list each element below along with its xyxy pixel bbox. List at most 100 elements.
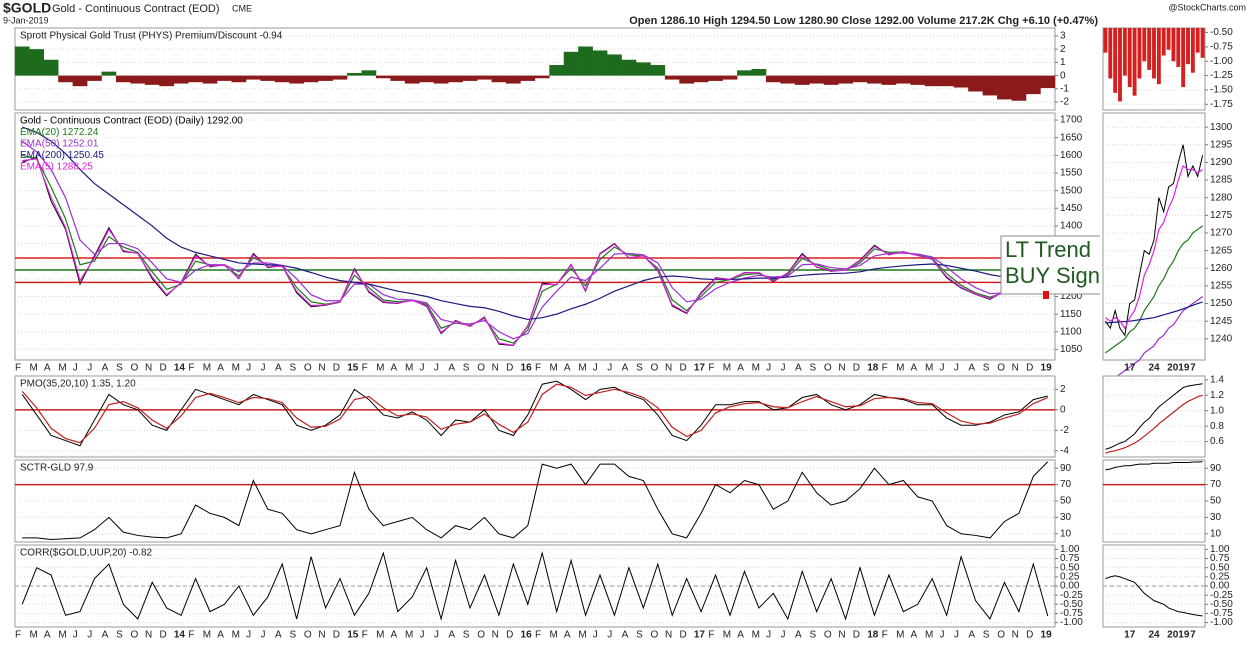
x-tick-label: J [87, 630, 92, 641]
bar [173, 75, 189, 84]
x-tick-label: M [723, 363, 731, 374]
x-tick-label: M [376, 630, 384, 641]
x-tick-label: M [58, 363, 66, 374]
x-tick-label: N [1012, 630, 1019, 641]
bar [101, 71, 117, 76]
x-tick-label: M [232, 630, 240, 641]
y-tick-label: 0 [1060, 70, 1066, 81]
x-tick-label: M [752, 363, 760, 374]
x-tick-label: 16 [521, 630, 533, 641]
bar [838, 75, 853, 84]
bar [881, 75, 897, 85]
x-tick-label: F [882, 363, 888, 374]
bar [115, 75, 131, 83]
x-tick-label: J [246, 363, 251, 374]
bar [1132, 28, 1137, 96]
x-tick-label: D [853, 363, 860, 374]
x-tick-label: J [781, 630, 786, 641]
x-tick-label: J [73, 630, 78, 641]
bar [1152, 28, 1156, 79]
x-tick-label: A [795, 363, 802, 374]
x-tick-label: N [838, 363, 845, 374]
x-tick-label: 7 [1190, 363, 1196, 374]
y-tick-label: 0.00 [1060, 581, 1080, 592]
x-tick-label: J [246, 630, 251, 641]
series-line [1105, 164, 1203, 330]
y-tick-label: 90 [1060, 463, 1072, 474]
y-tick-label: 1650 [1060, 132, 1083, 143]
y-tick-label: 0.50 [1060, 562, 1080, 573]
x-tick-label: J [954, 630, 959, 641]
x-tick-label: M [203, 630, 211, 641]
y-tick-label: -1.25 [1210, 70, 1233, 81]
y-tick-label: 0.50 [1210, 562, 1230, 573]
annotation: BUY Sign [1005, 263, 1100, 288]
x-tick-label: 16 [521, 363, 533, 374]
y-tick-label: 1500 [1060, 185, 1083, 196]
y-tick-label: 3 [1060, 31, 1066, 42]
series-line [1105, 394, 1203, 454]
x-tick-label: M [925, 630, 933, 641]
x-tick-label: S [289, 630, 296, 641]
y-tick-label: 1255 [1210, 281, 1233, 292]
y-tick-label: 0.8 [1210, 421, 1224, 432]
y-tick-label: 1285 [1210, 175, 1233, 186]
x-tick-label: M [549, 363, 557, 374]
x-tick-label: M [578, 363, 586, 374]
x-tick-label: A [448, 630, 455, 641]
x-tick-label: M [29, 363, 37, 374]
x-tick-label: 15 [347, 363, 359, 374]
bar [462, 75, 478, 81]
x-tick-label: M [232, 363, 240, 374]
x-tick-label: N [665, 363, 672, 374]
y-tick-label: -2 [1060, 425, 1069, 436]
x-tick-label: S [809, 363, 816, 374]
panel-frame [1102, 375, 1206, 458]
x-tick-label: A [102, 630, 109, 641]
symbol: $GOLD [3, 0, 51, 16]
quote: Open 1286.10 High 1294.50 Low 1280.90 Cl… [629, 15, 1098, 27]
x-tick-label: O [131, 630, 139, 641]
x-tick-label: F [362, 630, 368, 641]
y-tick-label: 0.00 [1210, 581, 1230, 592]
x-tick-label: O [477, 363, 485, 374]
y-tick-label: 0.25 [1210, 571, 1230, 582]
y-tick-label: -0.50 [1210, 599, 1233, 610]
x-tick-label: 17 [1124, 630, 1136, 641]
bar [390, 75, 406, 81]
x-tick-label: S [116, 363, 123, 374]
bar [72, 75, 88, 87]
series-line [21, 380, 1048, 447]
x-tick-label: S [983, 630, 990, 641]
x-tick-label: J [766, 630, 771, 641]
x-tick-label: 2019 [1167, 630, 1190, 641]
y-tick-label: -1.00 [1210, 617, 1233, 628]
bar [1195, 28, 1200, 53]
y-tick-label: -0.50 [1060, 599, 1083, 610]
panel-title: CORR($GOLD,UUP,20) -0.82 [20, 548, 153, 559]
x-tick-label: S [809, 630, 816, 641]
y-tick-label: 1265 [1210, 245, 1233, 256]
x-tick-label: D [333, 363, 340, 374]
y-tick-label: -0.75 [1210, 608, 1233, 619]
x-tick-label: A [217, 363, 224, 374]
bar [621, 59, 637, 76]
x-tick-label: J [434, 630, 439, 641]
y-tick-label: 1200 [1060, 291, 1083, 302]
x-tick-label: M [29, 630, 37, 641]
x-tick-label: M [896, 630, 904, 641]
bar [231, 75, 247, 83]
panel-title: SCTR-GLD 97.9 [20, 463, 94, 474]
y-tick-label: -1.00 [1210, 56, 1233, 67]
bar [1186, 28, 1190, 65]
y-tick-label: -1.50 [1210, 85, 1233, 96]
x-tick-label: F [362, 363, 368, 374]
bar [318, 75, 333, 81]
x-tick-label: M [405, 363, 413, 374]
x-tick-label: A [275, 363, 282, 374]
series-line [22, 154, 1048, 344]
x-tick-label: J [419, 630, 424, 641]
bar [939, 75, 955, 87]
panel-frame [14, 112, 1056, 361]
x-tick-label: M [925, 363, 933, 374]
